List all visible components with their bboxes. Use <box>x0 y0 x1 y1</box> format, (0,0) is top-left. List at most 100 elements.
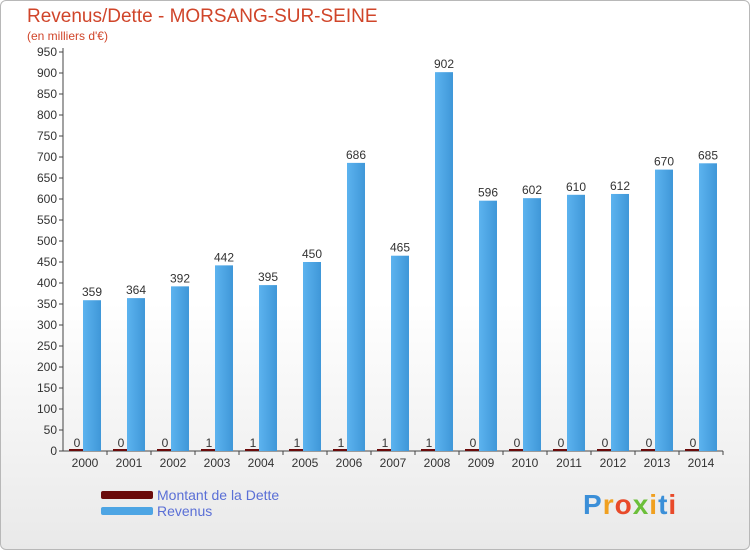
data-label-revenue: 395 <box>258 270 278 284</box>
bar-debt <box>597 449 613 451</box>
y-tick-label: 700 <box>37 150 57 164</box>
logo-letter: i <box>668 489 678 520</box>
data-label-debt: 0 <box>470 436 477 450</box>
proxiti-logo: Proxiti <box>583 489 677 521</box>
legend-label-revenue: Revenus <box>157 503 213 519</box>
x-tick-label: 2014 <box>688 456 715 470</box>
y-tick-label: 300 <box>37 318 57 332</box>
legend-label-debt: Montant de la Dette <box>157 487 280 503</box>
bar-debt <box>333 449 349 451</box>
data-label-revenue: 364 <box>126 283 146 297</box>
logo-letter: o <box>614 489 633 520</box>
bar-debt <box>245 449 261 451</box>
logo-letter: x <box>632 489 650 520</box>
data-label-debt: 0 <box>514 436 521 450</box>
legend-swatch-debt <box>101 491 153 499</box>
data-label-revenue: 392 <box>170 271 190 285</box>
data-label-debt: 0 <box>118 436 125 450</box>
x-tick-label: 2011 <box>556 456 582 470</box>
bar-revenue <box>127 298 145 451</box>
bar-debt <box>465 449 481 451</box>
x-tick-label: 2004 <box>248 456 275 470</box>
y-tick-label: 600 <box>37 192 57 206</box>
bar-revenue <box>655 169 673 451</box>
legend-swatch-revenue <box>101 507 153 515</box>
x-tick-label: 2008 <box>424 456 451 470</box>
bar-revenue <box>523 198 541 451</box>
data-label-revenue: 602 <box>522 183 542 197</box>
data-label-revenue: 685 <box>698 148 718 162</box>
y-tick-label: 450 <box>37 255 57 269</box>
y-tick-label: 50 <box>44 423 58 437</box>
data-label-revenue: 612 <box>610 179 630 193</box>
data-label-revenue: 610 <box>566 180 586 194</box>
y-tick-label: 900 <box>37 66 57 80</box>
bar-debt <box>289 449 305 451</box>
bar-revenue <box>391 255 409 451</box>
data-label-revenue: 670 <box>654 155 674 169</box>
bar-revenue <box>435 72 453 451</box>
x-tick-label: 2010 <box>512 456 539 470</box>
bar-debt <box>69 449 85 451</box>
bar-debt <box>421 449 437 451</box>
data-label-revenue: 465 <box>390 241 410 255</box>
y-tick-label: 150 <box>37 381 57 395</box>
y-tick-label: 500 <box>37 234 57 248</box>
bar-revenue <box>259 285 277 451</box>
data-label-debt: 0 <box>690 436 697 450</box>
data-label-debt: 0 <box>602 436 609 450</box>
x-tick-label: 2012 <box>600 456 627 470</box>
y-tick-label: 850 <box>37 87 57 101</box>
data-label-revenue: 596 <box>478 186 498 200</box>
bar-revenue <box>567 194 585 452</box>
x-tick-label: 2006 <box>336 456 363 470</box>
data-label-debt: 0 <box>162 436 169 450</box>
data-label-revenue: 359 <box>82 285 102 299</box>
x-tick-label: 2009 <box>468 456 495 470</box>
bar-debt <box>113 449 129 451</box>
bar-revenue <box>611 193 629 451</box>
data-label-debt: 0 <box>558 436 565 450</box>
bar-debt <box>685 449 701 451</box>
y-tick-label: 800 <box>37 108 57 122</box>
data-label-debt: 1 <box>294 436 301 450</box>
data-label-revenue: 450 <box>302 247 322 261</box>
logo-letter: r <box>602 489 615 520</box>
bar-revenue <box>171 286 189 451</box>
y-tick-label: 750 <box>37 129 57 143</box>
data-label-debt: 0 <box>74 436 81 450</box>
chart-title: Revenus/Dette - MORSANG-SUR-SEINE <box>27 6 378 27</box>
bar-revenue <box>699 163 717 452</box>
data-label-revenue: 902 <box>434 57 454 71</box>
y-tick-label: 550 <box>37 213 57 227</box>
data-label-debt: 1 <box>206 436 213 450</box>
y-tick-label: 100 <box>37 402 57 416</box>
bar-revenue <box>215 265 233 451</box>
y-tick-label: 200 <box>37 360 57 374</box>
data-label-debt: 1 <box>338 436 345 450</box>
bar-revenue <box>479 200 497 451</box>
bar-debt <box>201 449 217 451</box>
x-tick-label: 2003 <box>204 456 231 470</box>
x-tick-label: 2013 <box>644 456 671 470</box>
data-label-debt: 1 <box>382 436 389 450</box>
x-tick-label: 2001 <box>116 456 143 470</box>
data-label-debt: 0 <box>646 436 653 450</box>
x-tick-label: 2005 <box>292 456 319 470</box>
x-tick-label: 2007 <box>380 456 407 470</box>
logo-letter: i <box>649 489 659 520</box>
data-label-revenue: 442 <box>214 250 234 264</box>
y-tick-label: 250 <box>37 339 57 353</box>
x-tick-label: 2000 <box>72 456 99 470</box>
bar-debt <box>509 449 525 451</box>
data-label-debt: 1 <box>250 436 257 450</box>
y-tick-label: 950 <box>37 45 57 59</box>
data-label-debt: 1 <box>426 436 433 450</box>
bar-debt <box>641 449 657 451</box>
bar-debt <box>157 449 173 451</box>
bar-revenue <box>83 300 101 451</box>
y-tick-label: 400 <box>37 276 57 290</box>
bar-revenue <box>347 162 365 451</box>
